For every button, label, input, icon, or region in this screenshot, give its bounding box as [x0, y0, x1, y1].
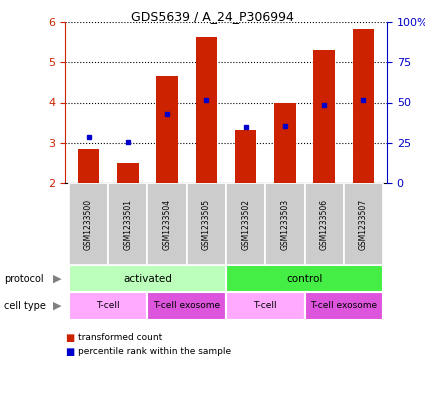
- Bar: [344, 183, 383, 265]
- Text: control: control: [286, 274, 323, 283]
- Bar: [274, 103, 296, 183]
- Text: GDS5639 / A_24_P306994: GDS5639 / A_24_P306994: [131, 10, 294, 23]
- Bar: [305, 183, 344, 265]
- Text: GSM1233506: GSM1233506: [320, 198, 329, 250]
- Bar: [187, 183, 226, 265]
- Text: T-cell exosome: T-cell exosome: [310, 301, 377, 310]
- Bar: [226, 265, 383, 292]
- Text: T-cell: T-cell: [96, 301, 120, 310]
- Bar: [69, 265, 226, 292]
- Text: GSM1233505: GSM1233505: [202, 198, 211, 250]
- Text: protocol: protocol: [4, 274, 44, 283]
- Bar: [305, 292, 383, 320]
- Bar: [78, 149, 99, 183]
- Text: T-cell: T-cell: [253, 301, 277, 310]
- Text: T-cell exosome: T-cell exosome: [153, 301, 220, 310]
- Bar: [226, 183, 265, 265]
- Bar: [353, 29, 374, 183]
- Text: GSM1233502: GSM1233502: [241, 198, 250, 250]
- Bar: [265, 183, 305, 265]
- Text: activated: activated: [123, 274, 172, 283]
- Bar: [108, 183, 147, 265]
- Text: cell type: cell type: [4, 301, 46, 311]
- Text: ▶: ▶: [53, 274, 62, 283]
- Text: GSM1233503: GSM1233503: [280, 198, 289, 250]
- Text: ■: ■: [65, 347, 74, 357]
- Bar: [147, 292, 226, 320]
- Bar: [226, 292, 305, 320]
- Text: GSM1233504: GSM1233504: [163, 198, 172, 250]
- Bar: [235, 130, 256, 183]
- Bar: [313, 50, 335, 183]
- Text: GSM1233507: GSM1233507: [359, 198, 368, 250]
- Text: ■: ■: [65, 333, 74, 343]
- Bar: [147, 183, 187, 265]
- Text: transformed count: transformed count: [78, 334, 162, 343]
- Text: GSM1233500: GSM1233500: [84, 198, 93, 250]
- Text: GSM1233501: GSM1233501: [123, 198, 132, 250]
- Bar: [69, 292, 147, 320]
- Text: ▶: ▶: [53, 301, 62, 311]
- Bar: [117, 163, 139, 183]
- Bar: [69, 183, 108, 265]
- Text: percentile rank within the sample: percentile rank within the sample: [78, 347, 231, 356]
- Bar: [156, 76, 178, 183]
- Bar: [196, 37, 217, 183]
